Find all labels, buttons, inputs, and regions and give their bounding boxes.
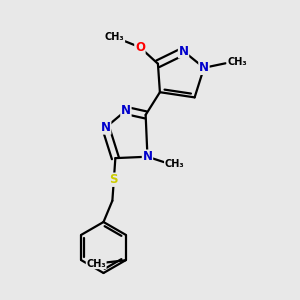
Text: CH₃: CH₃	[86, 259, 106, 269]
Text: CH₃: CH₃	[105, 32, 124, 42]
Text: CH₃: CH₃	[227, 57, 247, 68]
Text: N: N	[178, 45, 188, 58]
Text: N: N	[121, 104, 131, 117]
Text: O: O	[135, 41, 145, 54]
Text: N: N	[101, 121, 111, 134]
Text: N: N	[199, 61, 209, 74]
Text: CH₃: CH₃	[165, 159, 184, 169]
Text: N: N	[142, 150, 152, 163]
Text: S: S	[110, 173, 118, 186]
